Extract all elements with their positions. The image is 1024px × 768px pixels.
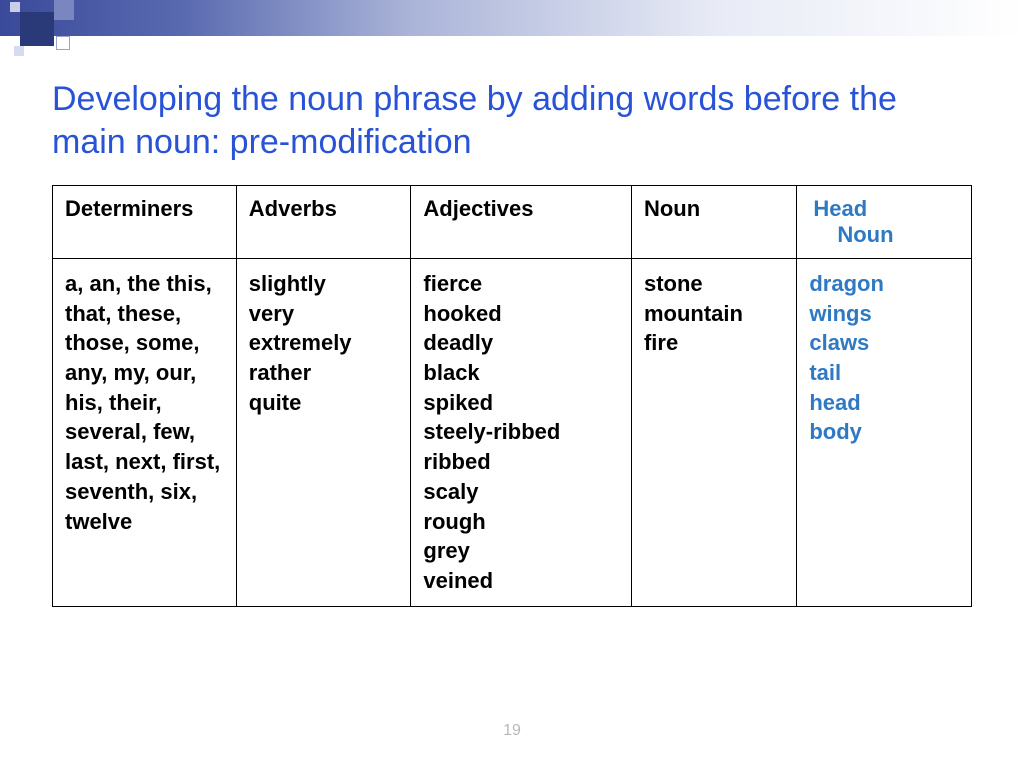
premodification-table: Determiners Adverbs Adjectives Noun Head… [52, 185, 972, 607]
slide-content: Developing the noun phrase by adding wor… [52, 78, 972, 607]
cell-determiners: a, an, the this, that, these, those, som… [53, 259, 237, 607]
table-row: a, an, the this, that, these, those, som… [53, 259, 972, 607]
page-number: 19 [503, 722, 521, 740]
cell-adjectives: fierce hooked deadly black spiked steely… [411, 259, 632, 607]
col-header-adverbs: Adverbs [236, 186, 411, 259]
col-header-adjectives: Adjectives [411, 186, 632, 259]
header-gradient-bar [0, 0, 1024, 36]
col-header-head-noun: Head Noun [797, 186, 972, 259]
cell-noun: stone mountain fire [631, 259, 796, 607]
cell-adverbs: slightly very extremely rather quite [236, 259, 411, 607]
slide-title: Developing the noun phrase by adding wor… [52, 78, 972, 163]
corner-squares-decoration [0, 0, 86, 58]
table-header-row: Determiners Adverbs Adjectives Noun Head… [53, 186, 972, 259]
cell-head-noun: dragon wings claws tail head body [797, 259, 972, 607]
col-header-determiners: Determiners [53, 186, 237, 259]
col-header-noun: Noun [631, 186, 796, 259]
